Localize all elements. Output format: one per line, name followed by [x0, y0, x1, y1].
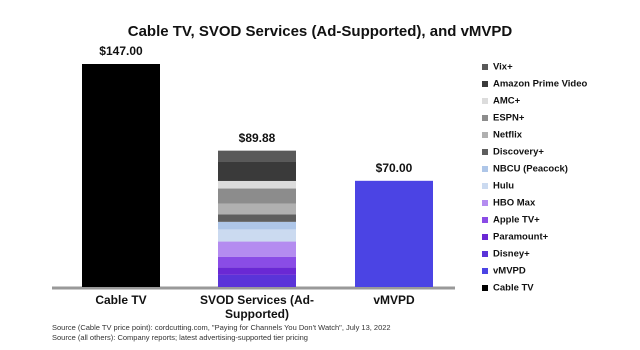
legend-label: Vix+ [493, 62, 513, 73]
legend-swatch [482, 115, 488, 121]
x-tick-label: Cable TV [95, 293, 147, 307]
bar-segment [218, 221, 296, 230]
legend-swatch [482, 234, 488, 240]
legend-label: NBCU (Peacock) [493, 164, 568, 175]
bar-segment [218, 188, 296, 204]
source-note: Source (all others): Company reports; la… [52, 333, 308, 342]
legend-swatch [482, 268, 488, 274]
legend-swatch [482, 98, 488, 104]
bar-segment [218, 256, 296, 268]
source-note: Source (Cable TV price point): cordcutti… [52, 323, 391, 332]
legend-swatch [482, 132, 488, 138]
x-tick-label: vMVPD [373, 293, 415, 307]
legend-label: Netflix [493, 130, 523, 141]
legend-label: Hulu [493, 181, 514, 192]
bar-segment [218, 274, 296, 287]
bar-segment [218, 229, 296, 242]
total-label: $89.88 [239, 131, 276, 145]
bar-segment [218, 180, 296, 189]
legend-label: Amazon Prime Video [493, 79, 588, 90]
x-tick-label: SVOD Services (Ad-Supported) [199, 293, 315, 321]
legend-swatch [482, 285, 488, 291]
bar-segment [218, 161, 296, 181]
legend-swatch [482, 217, 488, 223]
legend-swatch [482, 166, 488, 172]
legend-swatch [482, 149, 488, 155]
legend-swatch [482, 183, 488, 189]
legend-label: Paramount+ [493, 232, 549, 243]
legend-label: ESPN+ [493, 113, 525, 124]
legend-label: AMC+ [493, 96, 521, 107]
legend-label: Disney+ [493, 249, 530, 260]
legend-swatch [482, 81, 488, 87]
legend-swatch [482, 251, 488, 257]
legend-swatch [482, 64, 488, 70]
bar-segment [218, 203, 296, 215]
legend-label: Apple TV+ [493, 215, 540, 226]
bar-segment [82, 64, 160, 287]
total-label: $70.00 [376, 161, 413, 175]
legend-swatch [482, 200, 488, 206]
legend-label: vMVPD [493, 266, 526, 277]
chart-title: Cable TV, SVOD Services (Ad-Supported), … [128, 23, 513, 40]
bar-segment [218, 150, 296, 162]
legend-label: HBO Max [493, 198, 536, 209]
total-label: $147.00 [99, 44, 143, 58]
legend-label: Cable TV [493, 283, 534, 294]
bar-segment [218, 241, 296, 257]
bar-segment [218, 267, 296, 275]
bar-segment [355, 180, 433, 287]
legend-label: Discovery+ [493, 147, 544, 158]
bar-segment [218, 214, 296, 222]
